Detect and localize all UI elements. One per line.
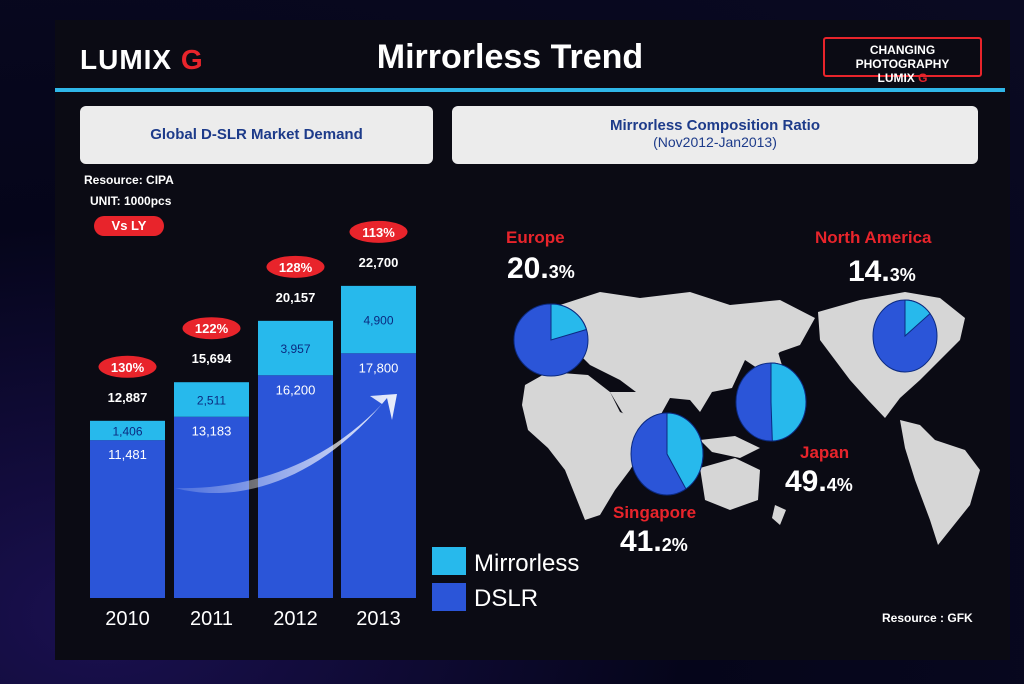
region-label-singapore: Singapore: [613, 503, 697, 522]
label-dslr-2012: 16,200: [276, 382, 316, 397]
label-dslr-2011: 13,183: [192, 424, 232, 439]
label-dslr-2010: 11,481: [108, 447, 147, 462]
legend-label-dslr: DSLR: [474, 585, 539, 612]
bar-dslr-2011: [174, 416, 249, 598]
region-label-europe: Europe: [506, 228, 565, 247]
unit-label: UNIT: 1000pcs: [90, 194, 172, 208]
bar-dslr-2013: [341, 353, 416, 598]
pie-mirrorless-japan: [770, 362, 807, 442]
label-mirrorless-2013: 4,900: [363, 314, 393, 328]
badge-line2: LUMIX G: [877, 71, 928, 85]
right-heading-subtitle: (Nov2012-Jan2013): [653, 134, 777, 150]
pct-singapore: 41.2%: [620, 525, 688, 558]
page-title: Mirrorless Trend: [376, 38, 644, 76]
vs-ly-badge-2010: [98, 355, 157, 378]
label-mirrorless-2010: 1,406: [112, 424, 142, 438]
label-vs-ly-2010: 130%: [111, 360, 145, 375]
year-label-2011: 2011: [190, 608, 233, 630]
pct-north-america: 14.3%: [848, 255, 916, 288]
label-mirrorless-2012: 3,957: [280, 342, 310, 356]
right-heading-title: Mirrorless Composition Ratio: [609, 117, 821, 134]
legend-label-mirrorless: Mirrorless: [474, 550, 580, 577]
vs-ly-badge: Vs LY: [94, 216, 164, 236]
vs-ly-badge-2012: [266, 255, 325, 278]
resource-gfk: Resource : GFK: [882, 611, 973, 625]
label-mirrorless-2011: 2,511: [197, 393, 226, 407]
label-total-2013: 22,700: [359, 255, 399, 270]
trend-arrow: [175, 394, 397, 494]
legend-swatch-dslr: [432, 583, 466, 611]
bar-mirrorless-2013: [341, 285, 416, 354]
label-total-2012: 20,157: [276, 290, 316, 305]
label-vs-ly-2011: 122%: [195, 321, 229, 336]
region-label-north-america: North America: [815, 228, 932, 247]
label-vs-ly-2012: 128%: [279, 260, 313, 275]
pie-mirrorless-north-america: [904, 299, 931, 338]
pct-japan: 49.4%: [785, 465, 853, 498]
pie-mirrorless-europe: [550, 303, 588, 341]
lumix-logo: LUMIX G: [80, 44, 204, 75]
changing-photography-badge: CHANGING PHOTOGRAPHY LUMIX G: [823, 37, 982, 85]
label-vs-ly-2013: 113%: [362, 225, 395, 240]
region-label-japan: Japan: [800, 443, 850, 462]
pie-mirrorless-singapore: [666, 412, 704, 490]
year-label-2012: 2012: [273, 608, 318, 630]
vs-ly-badge-2011: [182, 317, 241, 340]
label-dslr-2013: 17,800: [359, 360, 399, 375]
bar-mirrorless-2010: [90, 420, 165, 441]
bar-mirrorless-2011: [174, 382, 249, 417]
pct-europe: 20.3%: [507, 252, 575, 285]
vs-ly-badge-2013: [349, 220, 408, 243]
year-label-2013: 2013: [356, 608, 401, 630]
badge-line1: CHANGING PHOTOGRAPHY: [855, 43, 950, 71]
right-panel-heading: Mirrorless Composition Ratio (Nov2012-Ja…: [452, 106, 978, 164]
label-total-2011: 15,694: [192, 351, 233, 366]
header-divider: [55, 88, 1005, 92]
legend-swatch-mirrorless: [432, 547, 466, 575]
year-label-2010: 2010: [105, 608, 150, 630]
resource-cipa: Resource: CIPA: [84, 173, 174, 187]
bar-mirrorless-2012: [258, 320, 333, 376]
label-total-2010: 12,887: [108, 390, 148, 405]
bar-dslr-2010: [90, 440, 165, 598]
left-panel-heading: Global D-SLR Market Demand: [80, 106, 433, 164]
bar-dslr-2012: [258, 375, 333, 598]
